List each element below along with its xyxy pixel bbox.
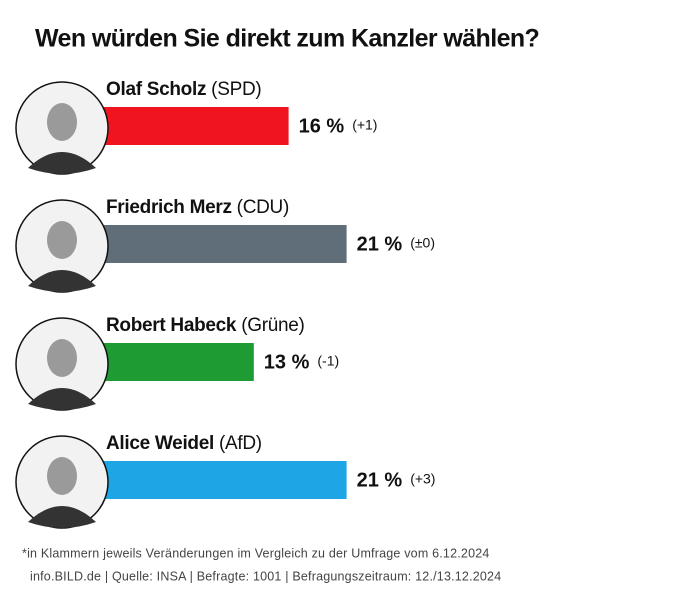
candidate-label: Robert Habeck (Grüne) — [106, 315, 305, 336]
party-name: (AfD) — [219, 433, 262, 454]
change-label: (±0) — [410, 235, 435, 251]
portrait-body — [28, 270, 96, 292]
value-label: 21 % — [357, 233, 403, 255]
change-label: (+1) — [352, 117, 377, 133]
party-name: (CDU) — [237, 197, 289, 218]
candidate-label: Friedrich Merz (CDU) — [106, 197, 289, 218]
portrait-body — [28, 152, 96, 174]
candidate-label: Alice Weidel (AfD) — [106, 433, 262, 454]
portrait-body — [28, 506, 96, 528]
source: info.BILD.de | Quelle: INSA | Befragte: … — [30, 569, 501, 583]
portrait-face — [47, 221, 77, 259]
bar — [103, 343, 254, 381]
change-label: (-1) — [317, 353, 339, 369]
portrait-body — [28, 388, 96, 410]
candidate-label: Olaf Scholz (SPD) — [106, 79, 261, 100]
portrait-face — [47, 103, 77, 141]
value-label: 16 % — [299, 115, 345, 137]
candidate-name: Robert Habeck — [106, 315, 237, 336]
bar — [103, 461, 347, 499]
candidate-name: Friedrich Merz — [106, 197, 232, 218]
party-name: (Grüne) — [241, 315, 304, 336]
value-label: 21 % — [357, 469, 403, 491]
chart-title: Wen würden Sie direkt zum Kanzler wählen… — [35, 25, 539, 53]
bar — [103, 225, 347, 263]
value-label: 13 % — [264, 351, 310, 373]
candidate-name: Alice Weidel — [106, 433, 214, 454]
bar — [103, 107, 289, 145]
candidate-name: Olaf Scholz — [106, 79, 206, 100]
footnote: *in Klammern jeweils Veränderungen im Ve… — [22, 546, 490, 560]
change-label: (+3) — [410, 471, 435, 487]
portrait-face — [47, 457, 77, 495]
portrait-face — [47, 339, 77, 377]
party-name: (SPD) — [211, 79, 261, 100]
